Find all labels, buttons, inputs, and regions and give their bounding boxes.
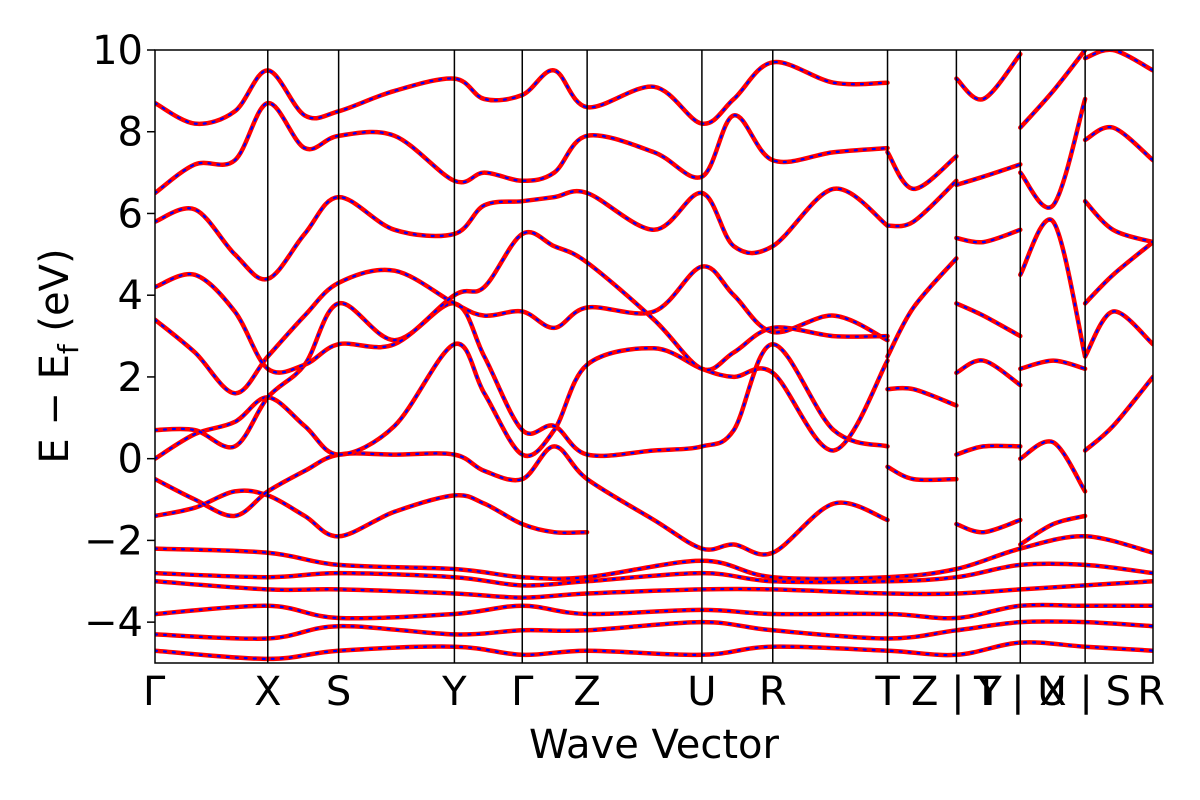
x-tick-label: Z | Y: [911, 669, 1002, 715]
y-axis-label-unit: (eV): [32, 248, 78, 344]
y-tick-label: 2: [118, 355, 143, 401]
x-tick-label: Y: [441, 669, 467, 715]
band-line-overlay: [1019, 97, 1087, 209]
band-line-overlay: [886, 151, 958, 191]
band-line-overlay: [155, 620, 1153, 640]
band-line-overlay: [155, 562, 1153, 587]
band-line-overlay: [155, 603, 1153, 620]
band-line-overlay: [955, 302, 1022, 338]
band-line-overlay: [1084, 375, 1153, 452]
band-line-overlay: [155, 641, 1153, 661]
y-axis-ticks: 10 8 6 4 2 0 −2 −4: [84, 28, 155, 646]
y-tick-label: 8: [118, 110, 143, 156]
band-line-overlay: [955, 444, 1022, 456]
band-line-overlay: [955, 163, 1022, 186]
band-line-overlay: [1019, 50, 1087, 129]
band-line-overlay: [955, 228, 1022, 244]
band-line-overlay: [1084, 50, 1153, 72]
x-tick-label: R: [1137, 669, 1165, 715]
band-line: [1082, 124, 1153, 163]
y-tick-label: −2: [84, 518, 143, 564]
band-line-overlay: [1084, 200, 1153, 244]
band-line-overlay: [155, 580, 1153, 599]
band-line-overlay: [1019, 218, 1087, 358]
band-line: [155, 230, 890, 375]
y-axis-label-subscript: f: [52, 343, 85, 354]
x-tick-label: T: [874, 669, 900, 715]
x-tick-label: U: [687, 669, 716, 715]
x-tick-label: Γ: [143, 669, 166, 715]
band-line-overlay: [1084, 310, 1153, 358]
x-tick-label: Γ: [511, 669, 534, 715]
y-tick-label: 0: [118, 437, 143, 483]
x-tick-label: Z: [573, 669, 600, 715]
plot-frame: [154, 49, 1154, 664]
band-line-overlay: [155, 342, 889, 460]
x-tick-label: S: [326, 669, 351, 715]
x-tick-label: X | S: [1039, 669, 1131, 715]
band-line-overlay: [955, 518, 1022, 534]
band-line-overlay: [155, 102, 889, 195]
band-line-overlay: [155, 445, 889, 556]
band-line-overlay: [155, 489, 589, 538]
high-symmetry-lines: [267, 50, 1086, 663]
band-line-overlay: [1019, 514, 1087, 546]
band-line-overlay: [1084, 241, 1153, 305]
band-line-overlay: [886, 179, 958, 228]
band-line-overlay: [155, 265, 889, 395]
band-line: [1018, 358, 1088, 372]
y-tick-label: 10: [92, 28, 143, 74]
x-tick-label: X: [254, 669, 281, 715]
band-line-overlay: [886, 257, 958, 358]
x-axis-label: Wave Vector: [529, 722, 780, 768]
y-axis-label: E − Ef (eV): [32, 248, 85, 463]
band-line-overlay: [1019, 440, 1087, 493]
x-tick-label: T | U: [973, 669, 1067, 715]
y-tick-label: −4: [84, 600, 143, 646]
band-line-overlay: [155, 535, 1153, 580]
y-axis-label-main: E − E: [32, 354, 78, 464]
band-line-overlay: [955, 53, 1022, 101]
band-line-overlay: [886, 465, 958, 482]
y-tick-label: 6: [118, 191, 143, 237]
band-line-overlay: [886, 386, 958, 407]
x-tick-label: R: [759, 669, 787, 715]
y-tick-label: 4: [118, 273, 143, 319]
band-line-overlay: [955, 359, 1022, 387]
